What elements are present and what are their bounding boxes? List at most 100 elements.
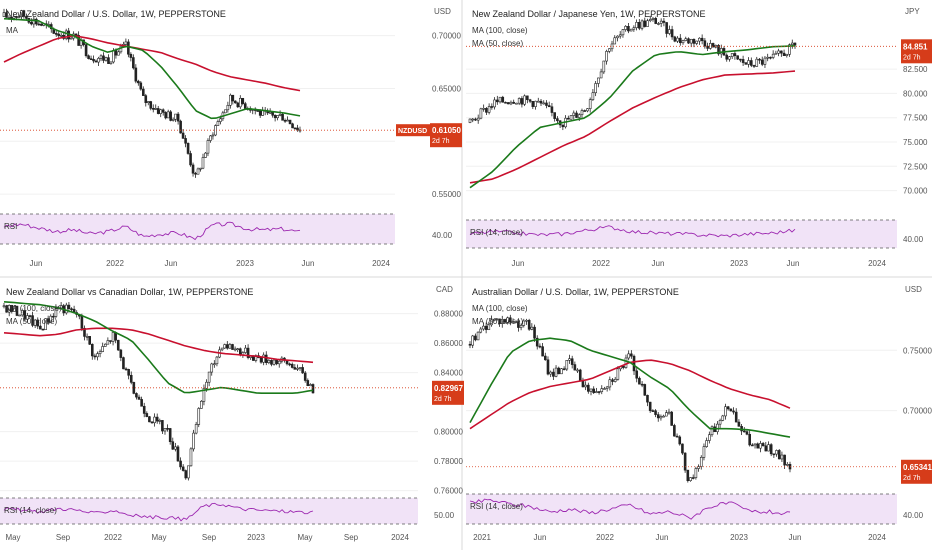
candle: [724, 403, 727, 420]
candle-body: [88, 336, 91, 345]
rsi-pane[interactable]: RSI (14, close) 40.00: [466, 493, 924, 525]
panel-nzdjpy[interactable]: 82.500 80.000 77.500 75.000 72.500 70.000 RSI…: [466, 7, 932, 268]
candle: [288, 119, 292, 125]
candle: [49, 314, 53, 323]
candle: [646, 18, 649, 27]
candle-body: [259, 357, 263, 363]
candle-body: [202, 388, 206, 402]
rsi-pane[interactable]: RSI (14, close) 40.00: [466, 219, 924, 249]
candle-body: [20, 10, 23, 18]
price-plot[interactable]: [466, 15, 897, 189]
candle-body: [97, 58, 100, 63]
candle-body: [154, 108, 158, 110]
candle: [92, 55, 95, 64]
candle: [67, 27, 70, 43]
candle: [272, 359, 276, 366]
candle: [161, 108, 165, 116]
price-tick-label: 70.000: [903, 187, 928, 196]
candle: [716, 421, 719, 435]
candle: [184, 135, 187, 148]
candle: [166, 424, 169, 432]
rsi-line: [469, 498, 791, 520]
legend-item: MA (100, close): [472, 26, 528, 35]
candle-body: [504, 101, 507, 104]
candle: [228, 342, 232, 349]
rsi-line: [469, 225, 796, 238]
candle: [703, 38, 707, 49]
candle: [597, 77, 600, 88]
candle-body: [635, 22, 638, 29]
candle-body: [492, 319, 496, 321]
candle: [621, 29, 625, 38]
candle-body: [747, 60, 750, 65]
candle: [202, 384, 206, 406]
candle: [231, 94, 235, 105]
panel-audusd[interactable]: 0.75000 0.70000 RSI (14, close) 40.00 2021…: [466, 285, 932, 542]
price-plot[interactable]: [466, 314, 897, 483]
candle: [296, 364, 299, 371]
candle: [23, 306, 27, 322]
candle: [695, 40, 698, 46]
candle-body: [530, 326, 534, 330]
candle-body: [103, 343, 107, 347]
candle: [288, 362, 291, 367]
price-plot[interactable]: [0, 8, 395, 178]
candle-body: [761, 443, 765, 447]
rsi-band: [0, 214, 395, 244]
candle-body: [599, 71, 603, 79]
candle: [603, 386, 606, 390]
rsi-pane[interactable]: RSI (14, close) 50.00: [0, 497, 455, 525]
candle: [533, 324, 536, 342]
candle: [736, 55, 739, 60]
candle: [83, 325, 86, 341]
candle-body: [89, 58, 93, 60]
candle-body: [17, 16, 21, 19]
candle: [253, 107, 257, 115]
candle: [539, 99, 543, 107]
candle-body: [744, 62, 748, 65]
candle: [216, 119, 220, 126]
time-tick-label: Jun: [512, 259, 525, 268]
chart-title: Australian Dollar / U.S. Dollar, 1W, PEP…: [472, 287, 679, 297]
candle-body: [577, 114, 581, 118]
candle-body: [493, 99, 496, 108]
candle: [527, 318, 531, 331]
candle-body: [109, 340, 112, 342]
candle-body: [769, 56, 772, 59]
panel-nzdcad[interactable]: 0.88000 0.86000 0.84000 0.80000 0.78000 0.760…: [0, 285, 464, 542]
candle-body: [35, 18, 38, 25]
price-plot[interactable]: [0, 301, 418, 481]
candle-body: [670, 411, 673, 426]
candle: [737, 419, 741, 427]
candle-body: [28, 315, 32, 317]
candle: [530, 323, 534, 331]
candle: [595, 387, 598, 394]
candle-body: [96, 353, 99, 358]
candle: [85, 333, 89, 341]
candle-body: [495, 318, 499, 321]
candle: [648, 401, 652, 413]
candle: [763, 55, 767, 69]
candle: [519, 323, 523, 331]
candle-body: [772, 453, 776, 456]
candle: [594, 81, 597, 97]
candle-body: [485, 108, 488, 113]
candle-body: [565, 360, 569, 370]
candle: [697, 464, 700, 472]
candle: [635, 367, 639, 383]
candle: [567, 115, 570, 120]
candle: [276, 115, 279, 121]
candle: [550, 102, 554, 117]
legend-item: MA (50, close): [472, 39, 523, 48]
candle: [643, 17, 647, 28]
symbol-badge-bg: [396, 124, 430, 137]
time-tick-label: 2024: [868, 533, 886, 542]
candle-body: [139, 82, 143, 90]
candle-body: [589, 388, 593, 392]
candle: [640, 381, 644, 388]
candle-body: [150, 421, 154, 424]
candle: [2, 8, 6, 17]
rsi-pane[interactable]: RSI 40.00: [0, 213, 453, 245]
candle-body: [651, 410, 655, 412]
